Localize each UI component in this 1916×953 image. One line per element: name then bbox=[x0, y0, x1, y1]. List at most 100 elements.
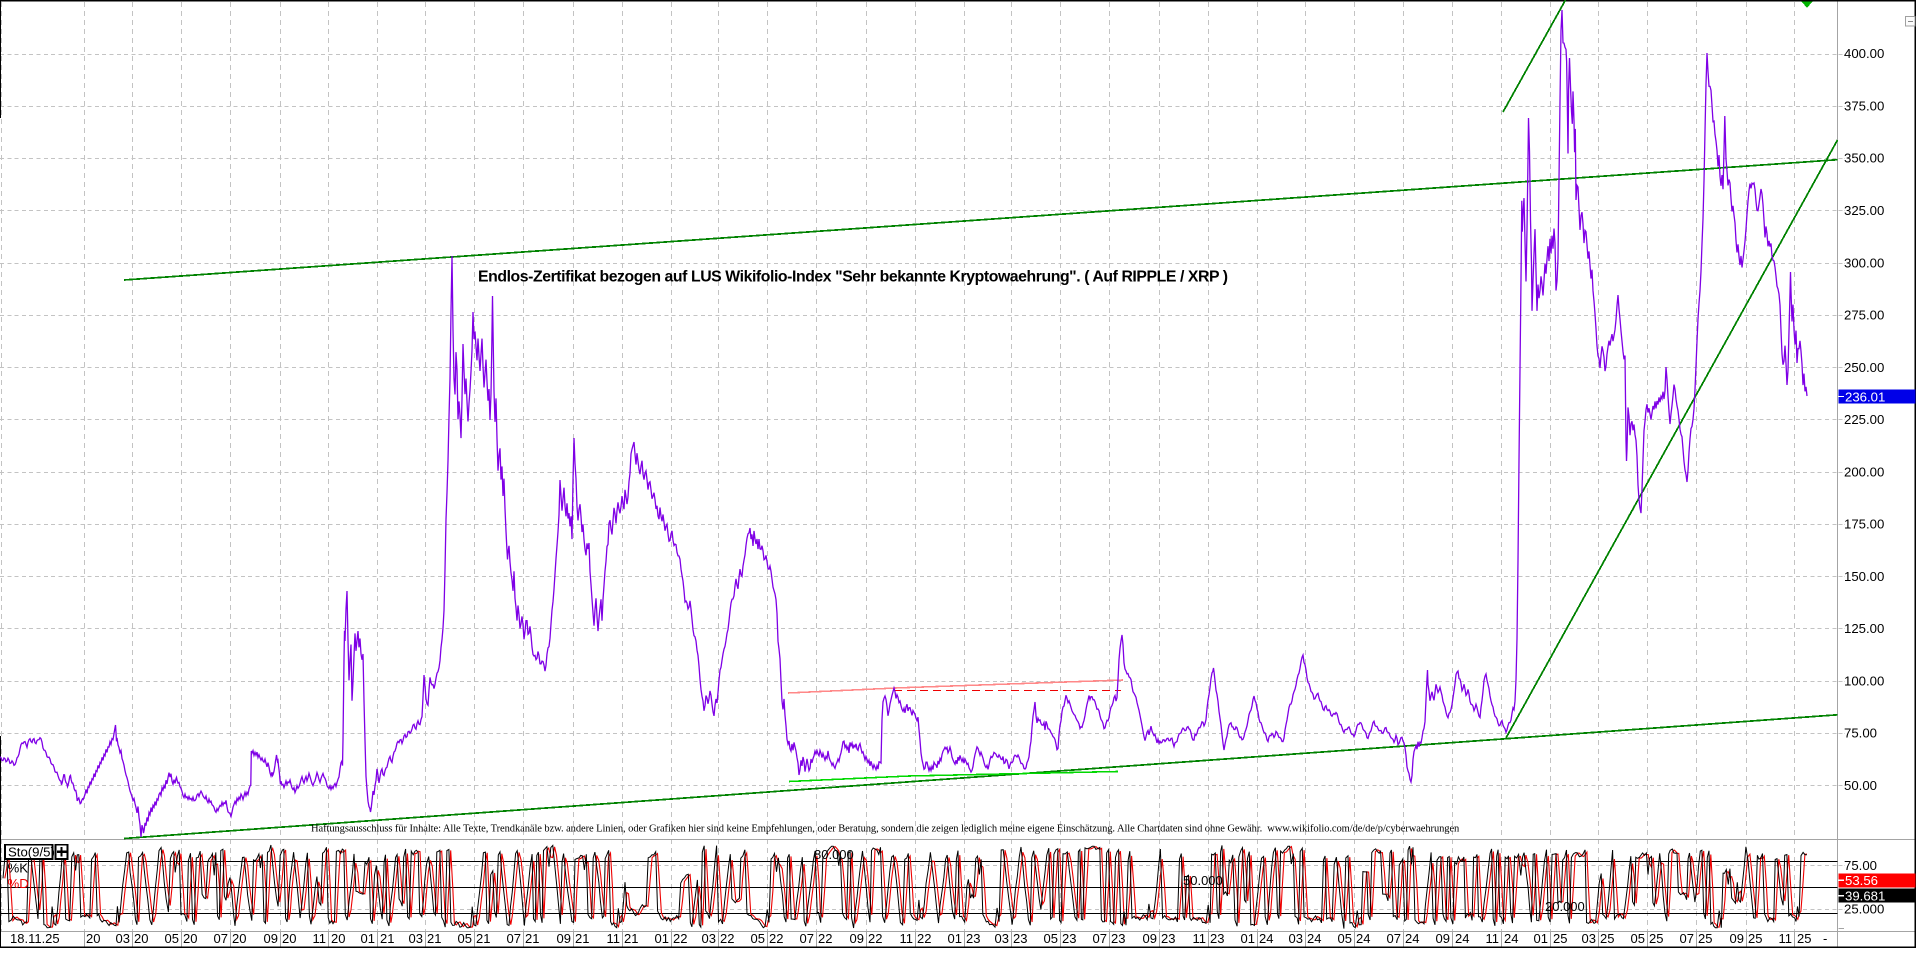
svg-text:24: 24 bbox=[1504, 931, 1518, 946]
svg-text:03: 03 bbox=[1289, 931, 1303, 946]
svg-text:100.00: 100.00 bbox=[1844, 673, 1884, 688]
svg-text:24: 24 bbox=[1405, 931, 1419, 946]
svg-text:250.00: 250.00 bbox=[1844, 360, 1884, 375]
svg-text:22: 22 bbox=[917, 931, 931, 946]
svg-text:22: 22 bbox=[769, 931, 783, 946]
svg-text:23: 23 bbox=[1013, 931, 1027, 946]
svg-text:53.56: 53.56 bbox=[1845, 873, 1878, 888]
svg-text:11: 11 bbox=[900, 931, 914, 946]
svg-text:25: 25 bbox=[1797, 931, 1811, 946]
svg-text:24: 24 bbox=[1356, 931, 1370, 946]
svg-text:200.00: 200.00 bbox=[1844, 464, 1884, 479]
svg-text:09: 09 bbox=[557, 931, 571, 946]
svg-text:07: 07 bbox=[800, 931, 814, 946]
svg-text:01: 01 bbox=[948, 931, 962, 946]
svg-text:25.000: 25.000 bbox=[1844, 901, 1884, 916]
svg-text:23: 23 bbox=[966, 931, 980, 946]
svg-text:350.00: 350.00 bbox=[1844, 151, 1884, 166]
svg-text:50.000: 50.000 bbox=[1183, 873, 1223, 888]
svg-text:25: 25 bbox=[1553, 931, 1567, 946]
svg-text:22: 22 bbox=[818, 931, 832, 946]
svg-text:175.00: 175.00 bbox=[1844, 517, 1884, 532]
svg-text:325.00: 325.00 bbox=[1844, 203, 1884, 218]
svg-text:01: 01 bbox=[1241, 931, 1255, 946]
svg-text:20: 20 bbox=[134, 931, 148, 946]
svg-text:20: 20 bbox=[183, 931, 197, 946]
svg-text:20: 20 bbox=[232, 931, 246, 946]
svg-text:07: 07 bbox=[1387, 931, 1401, 946]
svg-text:20.000: 20.000 bbox=[1545, 899, 1585, 914]
svg-text:80.000: 80.000 bbox=[814, 847, 854, 862]
svg-text:-: - bbox=[1823, 931, 1827, 946]
svg-text:275.00: 275.00 bbox=[1844, 308, 1884, 323]
svg-text:03: 03 bbox=[409, 931, 423, 946]
svg-text:24: 24 bbox=[1259, 931, 1273, 946]
svg-text:07: 07 bbox=[214, 931, 228, 946]
svg-text:75.00: 75.00 bbox=[1844, 726, 1877, 741]
svg-text:50.00: 50.00 bbox=[1844, 778, 1877, 793]
svg-text:01: 01 bbox=[361, 931, 375, 946]
svg-text:18.11.25: 18.11.25 bbox=[10, 931, 60, 946]
svg-text:22: 22 bbox=[720, 931, 734, 946]
svg-text:03: 03 bbox=[116, 931, 130, 946]
svg-text:25: 25 bbox=[1748, 931, 1762, 946]
svg-text:20: 20 bbox=[331, 931, 345, 946]
svg-text:09: 09 bbox=[1730, 931, 1744, 946]
svg-text:300.00: 300.00 bbox=[1844, 255, 1884, 270]
svg-text:20: 20 bbox=[86, 931, 100, 946]
svg-text:21: 21 bbox=[624, 931, 638, 946]
svg-text:21: 21 bbox=[427, 931, 441, 946]
svg-text:03: 03 bbox=[1582, 931, 1596, 946]
svg-text:21: 21 bbox=[380, 931, 394, 946]
svg-text:125.00: 125.00 bbox=[1844, 621, 1884, 636]
svg-text:39.681: 39.681 bbox=[1845, 888, 1885, 903]
svg-text:Endlos-Zertifikat bezogen auf: Endlos-Zertifikat bezogen auf LUS Wikifo… bbox=[478, 269, 1228, 286]
svg-text:03: 03 bbox=[702, 931, 716, 946]
svg-text:24: 24 bbox=[1455, 931, 1469, 946]
svg-text:75.00: 75.00 bbox=[1844, 858, 1877, 873]
svg-text:22: 22 bbox=[673, 931, 687, 946]
svg-text:375.00: 375.00 bbox=[1844, 99, 1884, 114]
svg-text:05: 05 bbox=[458, 931, 472, 946]
svg-text:25: 25 bbox=[1600, 931, 1614, 946]
svg-text:22: 22 bbox=[868, 931, 882, 946]
svg-text:09: 09 bbox=[1143, 931, 1157, 946]
svg-text:400.00: 400.00 bbox=[1844, 46, 1884, 61]
svg-text:23: 23 bbox=[1111, 931, 1125, 946]
svg-text:21: 21 bbox=[525, 931, 539, 946]
svg-text:07: 07 bbox=[507, 931, 521, 946]
svg-text:05: 05 bbox=[165, 931, 179, 946]
svg-text:11: 11 bbox=[1486, 931, 1500, 946]
svg-text:01: 01 bbox=[1534, 931, 1548, 946]
svg-text:07: 07 bbox=[1680, 931, 1694, 946]
svg-text:25: 25 bbox=[1649, 931, 1663, 946]
svg-text:25: 25 bbox=[1698, 931, 1712, 946]
svg-text:150.00: 150.00 bbox=[1844, 569, 1884, 584]
svg-text:09: 09 bbox=[850, 931, 864, 946]
svg-text:23: 23 bbox=[1161, 931, 1175, 946]
svg-text:21: 21 bbox=[575, 931, 589, 946]
svg-text:11: 11 bbox=[1779, 931, 1793, 946]
svg-text:01: 01 bbox=[655, 931, 669, 946]
svg-text:03: 03 bbox=[995, 931, 1009, 946]
svg-text:236.01: 236.01 bbox=[1845, 389, 1885, 404]
svg-text:09: 09 bbox=[1436, 931, 1450, 946]
svg-text:225.00: 225.00 bbox=[1844, 412, 1884, 427]
svg-text:09: 09 bbox=[264, 931, 278, 946]
svg-text:Haftungsausschluss für Inhalte: Haftungsausschluss für Inhalte: Alle Tex… bbox=[311, 824, 1460, 835]
svg-text:24: 24 bbox=[1307, 931, 1321, 946]
svg-text:05: 05 bbox=[1338, 931, 1352, 946]
svg-text:23: 23 bbox=[1210, 931, 1224, 946]
svg-text:23: 23 bbox=[1062, 931, 1076, 946]
svg-text:11: 11 bbox=[313, 931, 327, 946]
svg-text:11: 11 bbox=[607, 931, 621, 946]
svg-text:07: 07 bbox=[1093, 931, 1107, 946]
svg-text:Sto(9/5): Sto(9/5) bbox=[8, 844, 55, 859]
svg-text:21: 21 bbox=[476, 931, 490, 946]
svg-text:05: 05 bbox=[1631, 931, 1645, 946]
svg-text:11: 11 bbox=[1193, 931, 1207, 946]
svg-text:05: 05 bbox=[751, 931, 765, 946]
svg-text:%D: %D bbox=[8, 876, 29, 891]
svg-text:05: 05 bbox=[1044, 931, 1058, 946]
svg-text:%K: %K bbox=[8, 860, 29, 875]
